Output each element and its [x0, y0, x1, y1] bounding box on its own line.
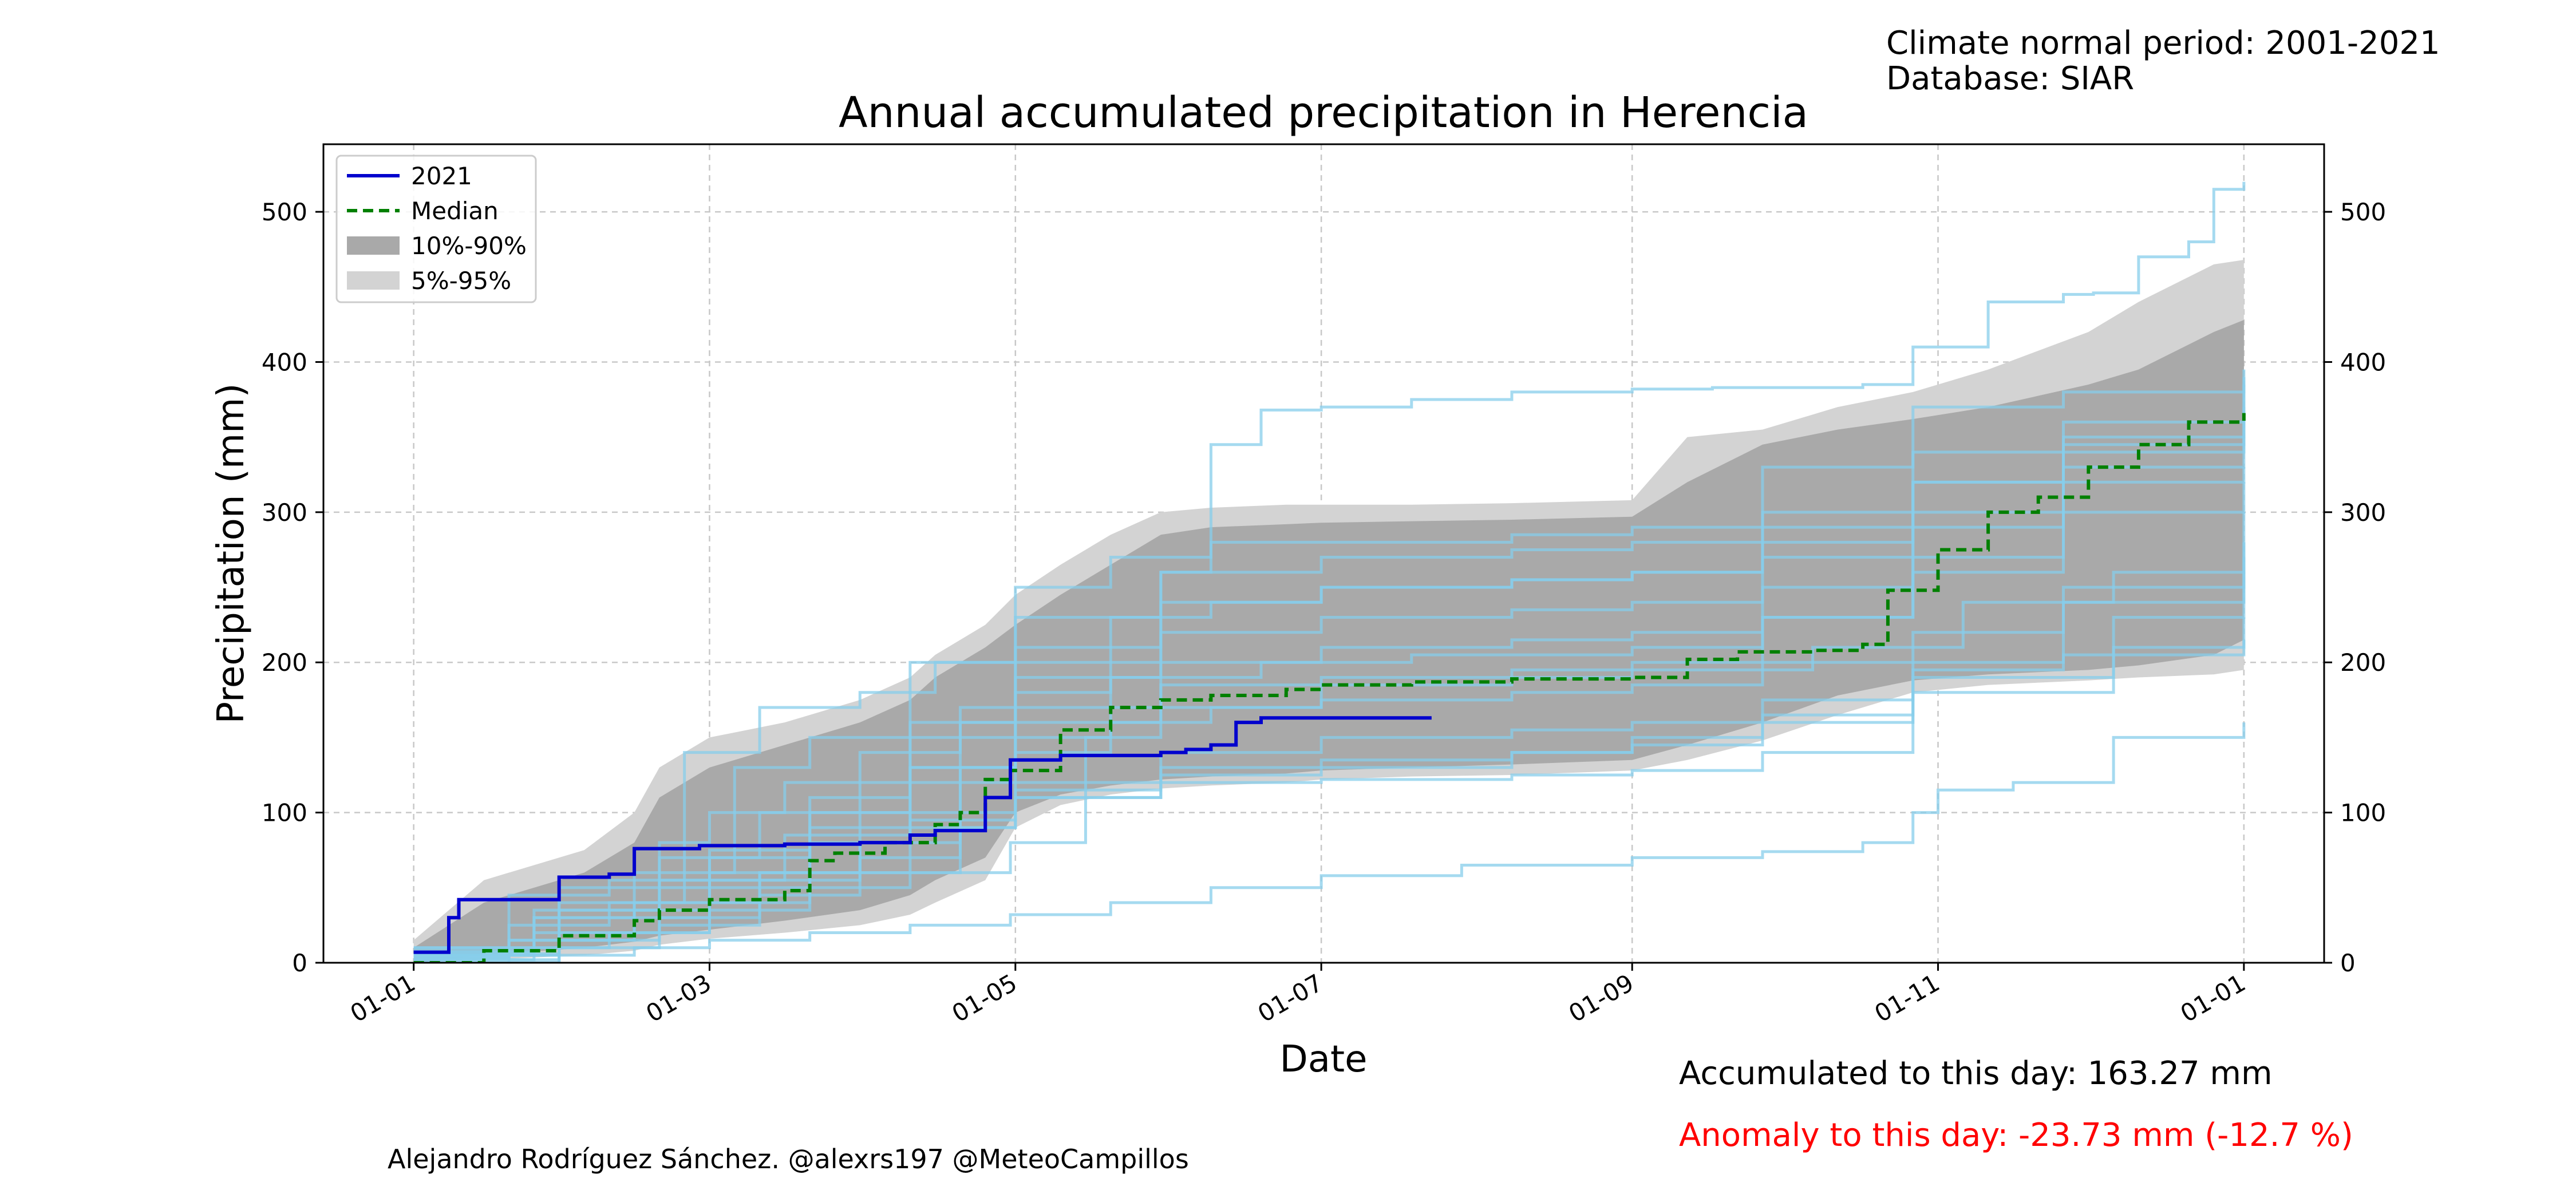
y-tick-label-left: 300 [262, 499, 307, 527]
x-tick-label: 01-11 [1870, 968, 1944, 1027]
chart-title: Annual accumulated precipitation in Here… [839, 88, 1808, 137]
climate-normal-period: Climate normal period: 2001-2021 [1886, 25, 2440, 62]
x-axis-label: Date [1280, 1038, 1368, 1081]
y-tick-label-right: 100 [2340, 799, 2386, 827]
year-2021-line [413, 716, 1432, 954]
y-tick-label-right: 300 [2340, 499, 2386, 527]
x-tick-label: 01-05 [947, 968, 1022, 1027]
y-axis-label: Precipitation (mm) [210, 383, 252, 724]
legend: 2021 Median 10%-90% 5%-95% [335, 155, 537, 303]
axes-frame [322, 143, 2325, 964]
legend-swatch [347, 271, 400, 290]
legend-label: Median [411, 197, 499, 225]
x-tick-label: 01-07 [1253, 968, 1327, 1027]
y-tick-label-left: 0 [292, 949, 307, 977]
x-tick-label: 01-03 [641, 968, 716, 1027]
median-line [413, 413, 2246, 963]
legend-box [335, 155, 537, 303]
historical-year-line [413, 384, 2246, 950]
y-tick-label-right: 0 [2340, 949, 2356, 977]
historical-year-line [413, 557, 2246, 963]
legend-label: 5%-95% [411, 267, 511, 295]
historical-year-line [413, 181, 2246, 957]
x-tick-label: 01-09 [1564, 968, 1638, 1027]
y-tick-label-right: 500 [2340, 198, 2386, 226]
author-credit: Alejandro Rodríguez Sánchez. @alexrs197 … [388, 1144, 1189, 1175]
plot-area [413, 181, 2246, 963]
x-tick-label: 01-01 [2176, 968, 2250, 1027]
y-tick-label-left: 500 [262, 198, 307, 226]
y-tick-label-right: 200 [2340, 649, 2386, 677]
legend-label: 10%-90% [411, 232, 527, 260]
x-tick-label: 01-01 [345, 968, 420, 1027]
legend-swatch [347, 236, 400, 255]
legend-label: 2021 [411, 162, 472, 190]
y-tick-label-left: 100 [262, 799, 307, 827]
historical-year-line [413, 722, 2246, 963]
y-tick-label-left: 200 [262, 649, 307, 677]
historical-year-line [413, 369, 2246, 950]
anomaly-to-date: Anomaly to this day: -23.73 mm (-12.7 %) [1679, 1117, 2353, 1154]
band-10-90 [413, 319, 2244, 963]
accumulated-to-date: Accumulated to this day: 163.27 mm [1679, 1055, 2273, 1092]
database-label: Database: SIAR [1886, 60, 2135, 97]
y-tick-label-left: 400 [262, 348, 307, 376]
y-tick-label-right: 400 [2340, 348, 2386, 376]
